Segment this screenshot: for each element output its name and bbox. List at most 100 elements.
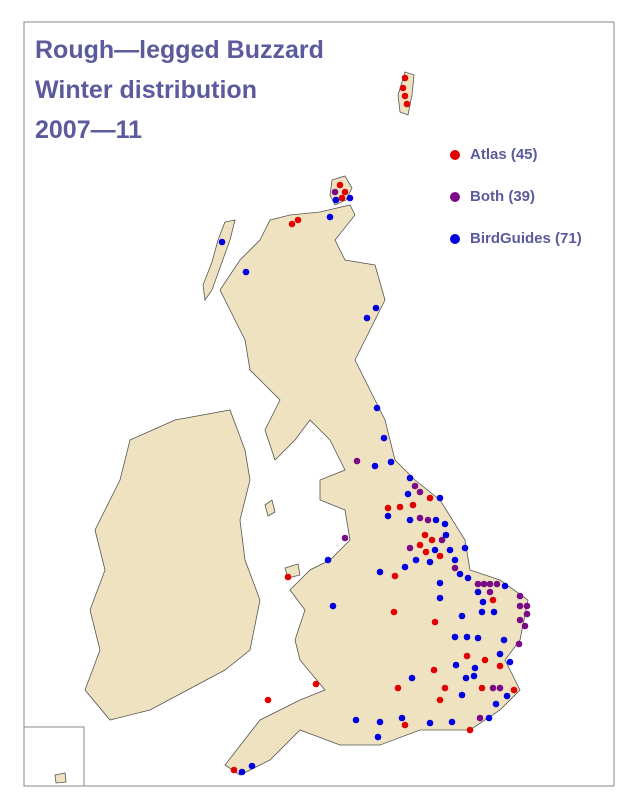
record-dot (352, 716, 360, 724)
record-dot (458, 691, 466, 699)
record-dot (489, 596, 497, 604)
record-dot (462, 674, 470, 682)
record-dot (471, 664, 479, 672)
record-dot (492, 700, 500, 708)
record-dot (218, 238, 226, 246)
record-dot (516, 602, 524, 610)
record-dot (480, 580, 488, 588)
record-dot (230, 766, 238, 774)
record-dot (387, 458, 395, 466)
record-dot (496, 650, 504, 658)
record-dot (416, 488, 424, 496)
legend-label: BirdGuides (71) (470, 230, 582, 247)
record-dot (436, 696, 444, 704)
record-dot (516, 616, 524, 624)
record-dot (421, 531, 429, 539)
record-dot (401, 721, 409, 729)
record-dot (338, 194, 346, 202)
record-dot (430, 666, 438, 674)
ireland (84, 409, 261, 721)
record-dot (451, 564, 459, 572)
record-dot (398, 714, 406, 722)
record-dot (288, 220, 296, 228)
record-dot (373, 404, 381, 412)
record-dot (441, 684, 449, 692)
record-dot (424, 516, 432, 524)
record-dot (478, 684, 486, 692)
record-dot (466, 726, 474, 734)
record-dot (399, 84, 407, 92)
record-dot (284, 573, 292, 581)
record-dot (380, 434, 388, 442)
record-dot (242, 268, 250, 276)
isle-of-man (264, 499, 276, 517)
record-dot (500, 636, 508, 644)
record-dot (464, 574, 472, 582)
record-dot (436, 494, 444, 502)
record-dot (493, 580, 501, 588)
legend-swatch (450, 234, 460, 244)
legend-label: Both (39) (470, 188, 535, 205)
record-dot (451, 633, 459, 641)
record-dot (426, 719, 434, 727)
record-dot (431, 546, 439, 554)
record-dot (426, 494, 434, 502)
record-dot (406, 474, 414, 482)
record-dot (406, 544, 414, 552)
record-dot (474, 580, 482, 588)
outer-hebrides (202, 219, 236, 302)
record-dot (436, 594, 444, 602)
record-dot (489, 684, 497, 692)
record-dot (384, 512, 392, 520)
record-dot (346, 194, 354, 202)
record-dot (515, 640, 523, 648)
record-dot (391, 572, 399, 580)
record-dot (416, 514, 424, 522)
record-dot (401, 92, 409, 100)
records (218, 74, 531, 776)
record-dot (479, 598, 487, 606)
record-dot (523, 602, 531, 610)
record-dot (408, 674, 416, 682)
record-dot (503, 692, 511, 700)
record-dot (448, 718, 456, 726)
record-dot (463, 633, 471, 641)
record-dot (416, 541, 424, 549)
record-dot (510, 686, 518, 694)
record-dot (452, 661, 460, 669)
frame (23, 21, 615, 787)
record-dot (390, 608, 398, 616)
record-dot (341, 534, 349, 542)
record-dot (436, 552, 444, 560)
record-dot (501, 582, 509, 590)
record-dot (411, 482, 419, 490)
inset-islands (54, 772, 67, 784)
record-dot (436, 579, 444, 587)
record-dot (403, 100, 411, 108)
record-dot (428, 536, 436, 544)
record-dot (336, 181, 344, 189)
record-dot (363, 314, 371, 322)
record-dot (486, 588, 494, 596)
record-dot (474, 634, 482, 642)
record-dot (238, 768, 246, 776)
land (54, 71, 529, 784)
record-dot (451, 556, 459, 564)
title-line: Winter distribution (35, 76, 257, 104)
record-dot (516, 592, 524, 600)
record-dot (476, 714, 484, 722)
record-dot (490, 608, 498, 616)
record-dot (329, 602, 337, 610)
record-dot (371, 462, 379, 470)
record-dot (506, 658, 514, 666)
record-dot (396, 503, 404, 511)
record-dot (431, 618, 439, 626)
record-dot (384, 504, 392, 512)
record-dot (394, 684, 402, 692)
record-dot (294, 216, 302, 224)
record-dot (481, 656, 489, 664)
great-britain (219, 204, 529, 776)
title-line: 2007—11 (35, 116, 142, 144)
record-dot (376, 718, 384, 726)
